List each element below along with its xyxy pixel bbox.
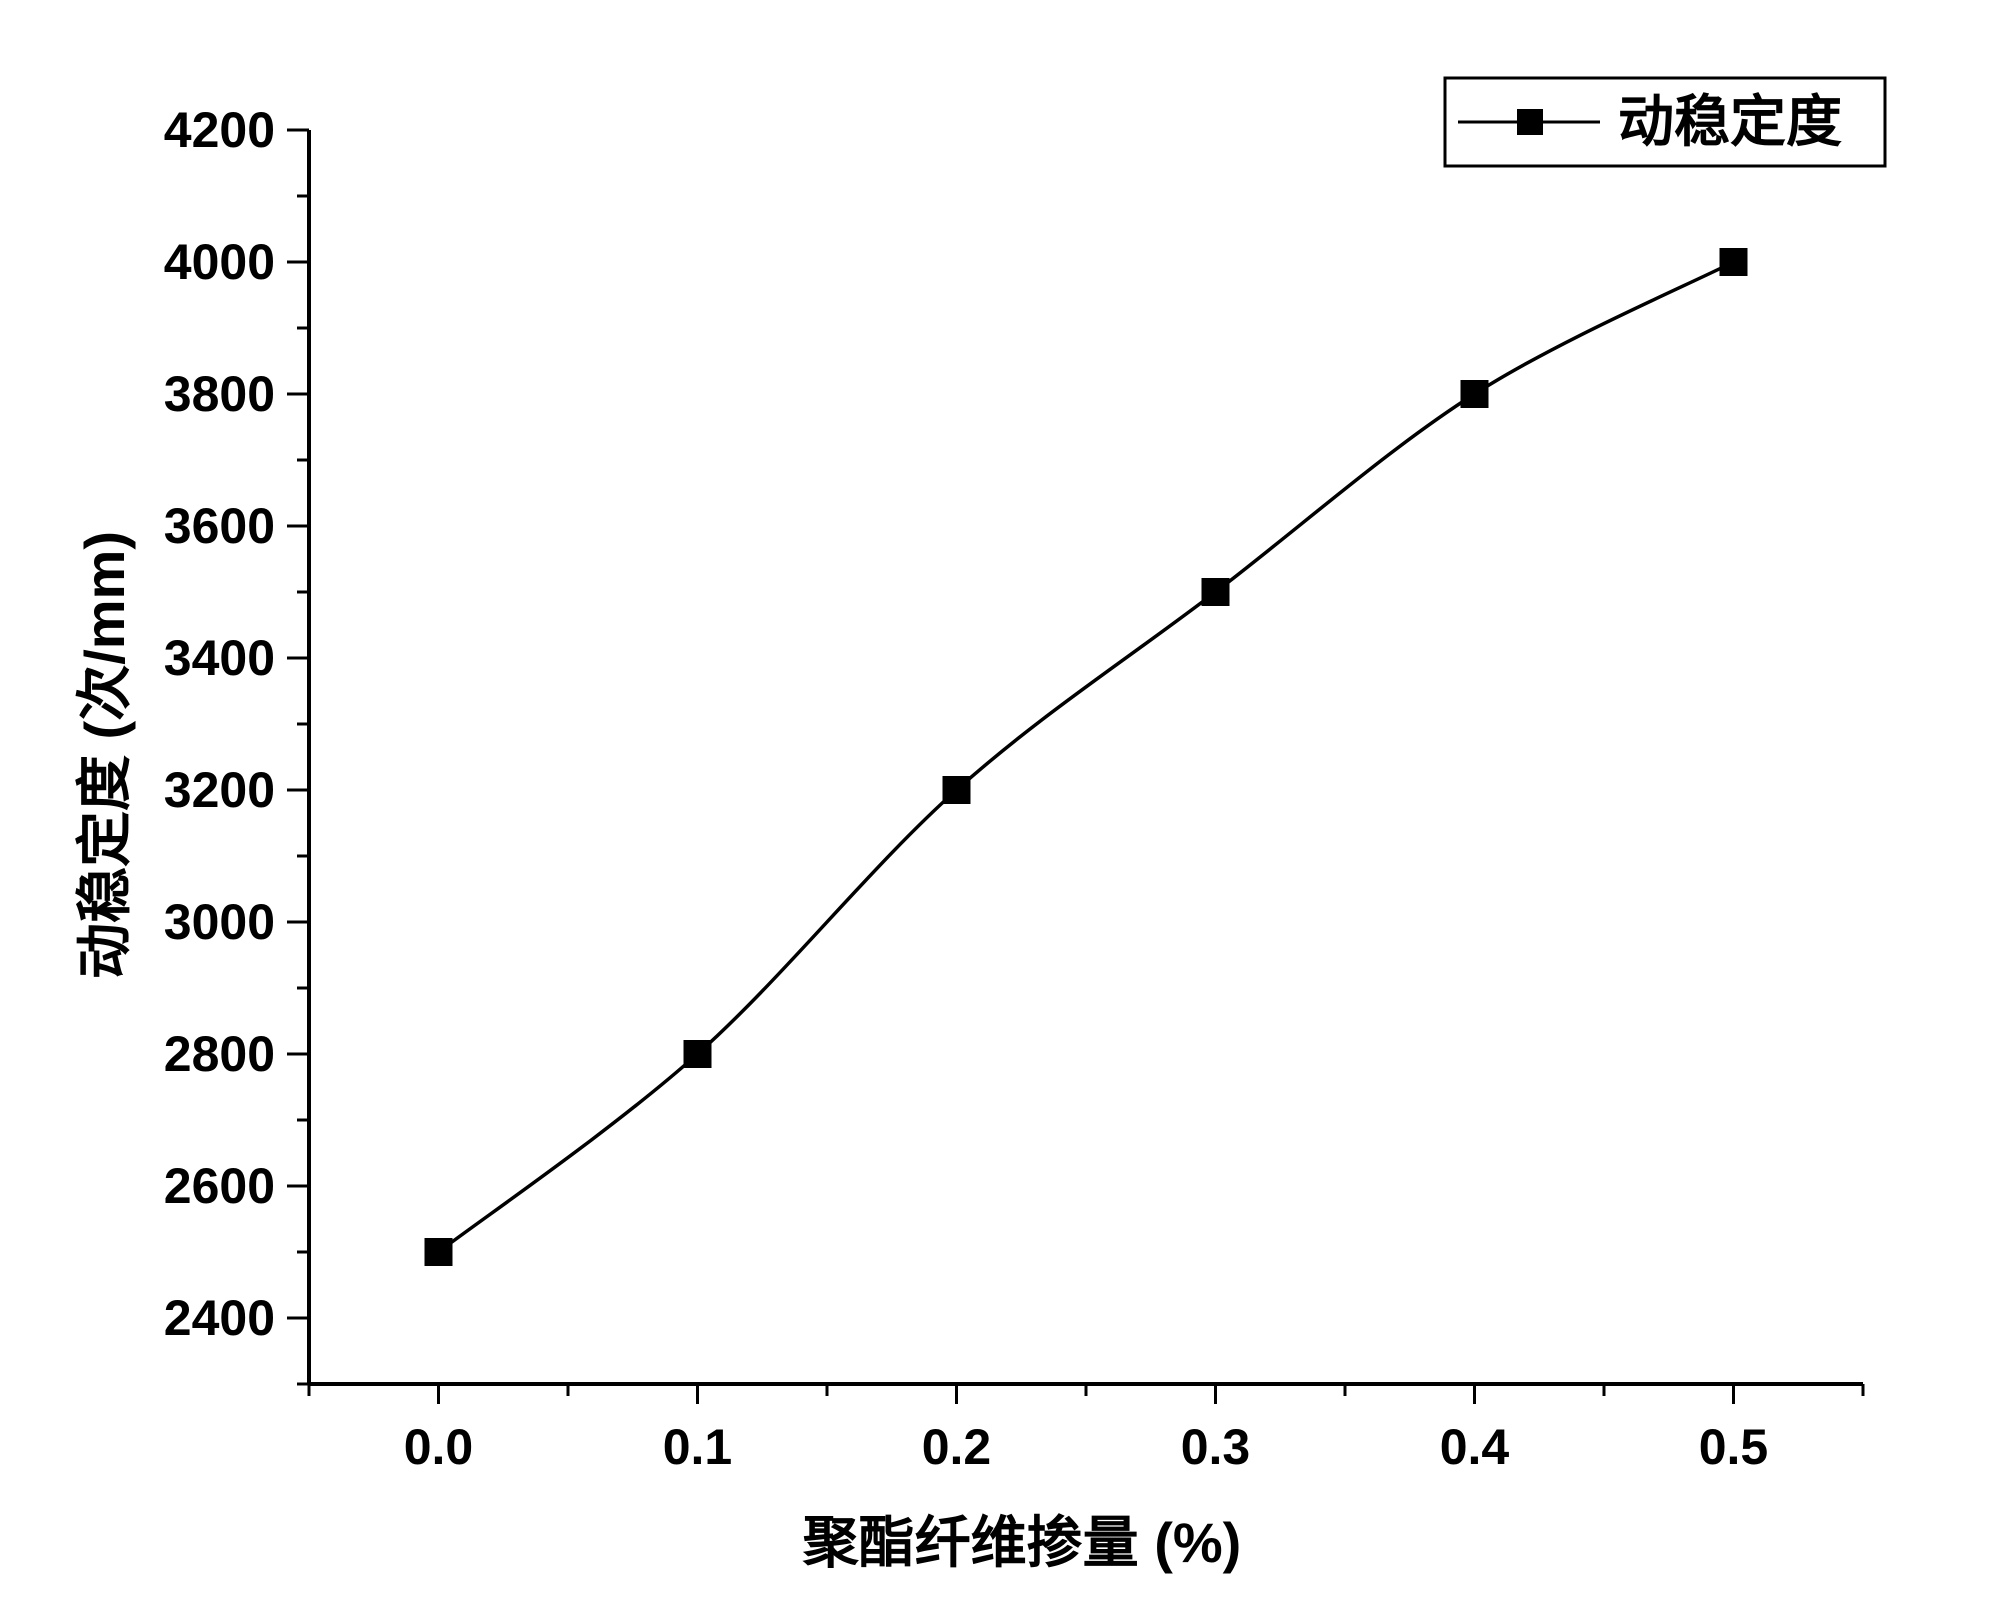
x-tick-label: 0.5 <box>1699 1419 1769 1475</box>
y-tick-label: 2800 <box>164 1026 275 1082</box>
data-point-marker <box>683 1040 712 1068</box>
data-point-marker <box>424 1238 453 1266</box>
legend-marker-square <box>1517 109 1543 135</box>
series-layer <box>424 248 1748 1266</box>
legend: 动稳定度 <box>1443 76 1887 168</box>
data-point-marker <box>1460 380 1489 408</box>
x-tick-label: 0.1 <box>663 1419 733 1475</box>
y-tick-label: 3600 <box>164 498 275 554</box>
data-point-marker <box>942 776 971 804</box>
x-tick-label: 0.0 <box>404 1419 474 1475</box>
x-tick-label: 0.4 <box>1440 1419 1510 1475</box>
y-tick-label: 3800 <box>164 366 275 422</box>
y-axis-title: 动稳定度 (次/mm) <box>73 531 136 979</box>
y-tick-label: 4000 <box>164 234 275 290</box>
y-tick-label: 3200 <box>164 762 275 818</box>
y-tick-label: 3400 <box>164 630 275 686</box>
y-tick-label: 2600 <box>164 1158 275 1214</box>
y-tick-label: 2400 <box>164 1290 275 1346</box>
y-tick-label: 3000 <box>164 894 275 950</box>
y-tick-label: 4200 <box>164 102 275 158</box>
axes: 2400 2600 2800 3000 3200 3400 3600 3800 4000 4200… <box>164 102 1865 1475</box>
data-point-marker <box>1201 578 1230 606</box>
data-point-marker <box>1719 248 1748 276</box>
legend-label: 动稳定度 <box>1618 90 1842 153</box>
x-tick-label: 0.3 <box>1181 1419 1251 1475</box>
series-line <box>437 260 1735 1254</box>
x-tick-label: 0.2 <box>922 1419 992 1475</box>
x-axis-title: 聚酯纤维掺量 (%) <box>802 1511 1242 1574</box>
